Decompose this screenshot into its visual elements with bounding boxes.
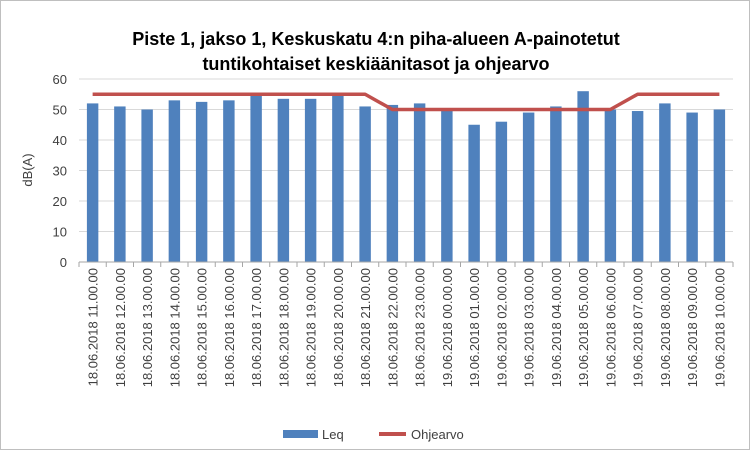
- x-tick-label-11: 18.06.2018 22.00.00: [385, 268, 400, 387]
- x-tick-label-7: 18.06.2018 18.00.00: [276, 268, 291, 387]
- bar-leq-3: [168, 100, 181, 262]
- bar-leq-11: [386, 104, 399, 262]
- x-tick-label-12: 18.06.2018 23.00.00: [413, 268, 428, 387]
- x-tick-label-19: 19.06.2018 06.00.00: [603, 268, 618, 387]
- y-tick-label-10: 10: [53, 225, 67, 240]
- bar-leq-18: [577, 91, 589, 262]
- bar-layer: [86, 91, 726, 263]
- chart-title-line-2: tuntikohtaiset keskiäänitasot ja ohjearv…: [202, 54, 549, 74]
- bar-leq-22: [686, 112, 698, 262]
- x-tick-label-13: 19.06.2018 00.00.00: [440, 268, 455, 387]
- bar-leq-1: [114, 106, 126, 262]
- x-tick-label-10: 18.06.2018 21.00.00: [358, 268, 373, 387]
- bar-leq-21: [659, 103, 671, 263]
- x-tick-label-4: 18.06.2018 15.00.00: [195, 268, 210, 387]
- x-tick-label-6: 18.06.2018 17.00.00: [249, 268, 264, 387]
- x-tick-label-17: 19.06.2018 04.00.00: [549, 268, 564, 387]
- bar-leq-16: [522, 112, 535, 262]
- bar-leq-7: [277, 98, 290, 262]
- legend: Leq Ohjearvo: [283, 427, 464, 442]
- x-tick-label-0: 18.06.2018 11.00.00: [86, 268, 101, 386]
- chart-title-line-1: Piste 1, jakso 1, Keskuskatu 4:n piha-al…: [132, 29, 619, 49]
- axis-layer: 0 10 20 30 40 50 60 18.06.2018 11.00.00 18.06.20…: [53, 72, 734, 387]
- bar-leq-0: [86, 103, 99, 263]
- bar-leq-8: [304, 98, 317, 262]
- bar-leq-6: [250, 94, 262, 262]
- x-tick-label-2: 18.06.2018 13.00.00: [140, 268, 155, 387]
- line-layer: [92, 92, 720, 112]
- legend-leq-label: Leq: [322, 427, 344, 442]
- bar-leq-9: [332, 94, 344, 262]
- x-tick-label-15: 19.06.2018 02.00.00: [494, 268, 509, 387]
- x-tick-label-5: 18.06.2018 16.00.00: [222, 268, 237, 387]
- y-tick-label-30: 30: [53, 164, 67, 179]
- x-tick-label-8: 18.06.2018 19.00.00: [304, 268, 319, 387]
- bar-leq-20: [631, 111, 644, 263]
- bar-leq-14: [468, 124, 480, 262]
- x-tick-label-1: 18.06.2018 12.00.00: [113, 268, 128, 387]
- bar-leq-23: [713, 109, 726, 262]
- bar-leq-12: [413, 103, 426, 263]
- x-tick-label-22: 19.06.2018 09.00.00: [685, 268, 700, 387]
- x-tick-label-20: 19.06.2018 07.00.00: [631, 268, 646, 387]
- bar-leq-4: [195, 101, 208, 262]
- bar-leq-10: [359, 106, 371, 262]
- x-tick-label-23: 19.06.2018 10.00.00: [712, 268, 727, 387]
- y-tick-label-0: 0: [60, 255, 67, 270]
- y-tick-label-40: 40: [53, 133, 67, 148]
- y-tick-label-50: 50: [53, 103, 67, 118]
- bar-leq-17: [550, 106, 562, 262]
- bar-leq-19: [604, 109, 617, 262]
- x-tick-label-18: 19.06.2018 05.00.00: [576, 268, 591, 387]
- x-tick-label-9: 18.06.2018 20.00.00: [331, 268, 346, 387]
- y-tick-label-20: 20: [53, 194, 67, 209]
- bar-leq-15: [495, 121, 508, 262]
- y-axis-label: dB(A): [20, 153, 35, 186]
- y-tick-label-60: 60: [53, 72, 67, 87]
- legend-ohjearvo-label: Ohjearvo: [411, 427, 464, 442]
- bar-leq-5: [223, 100, 235, 262]
- legend-leq-swatch: [283, 430, 318, 438]
- x-tick-label-3: 18.06.2018 14.00.00: [167, 268, 182, 387]
- x-tick-label-21: 19.06.2018 08.00.00: [658, 268, 673, 387]
- bar-leq-13: [441, 109, 453, 262]
- x-tick-label-16: 19.06.2018 03.00.00: [522, 268, 537, 387]
- line-ohjearvo: [92, 92, 720, 112]
- bar-leq-2: [141, 109, 153, 262]
- x-tick-label-14: 19.06.2018 01.00.00: [467, 268, 482, 387]
